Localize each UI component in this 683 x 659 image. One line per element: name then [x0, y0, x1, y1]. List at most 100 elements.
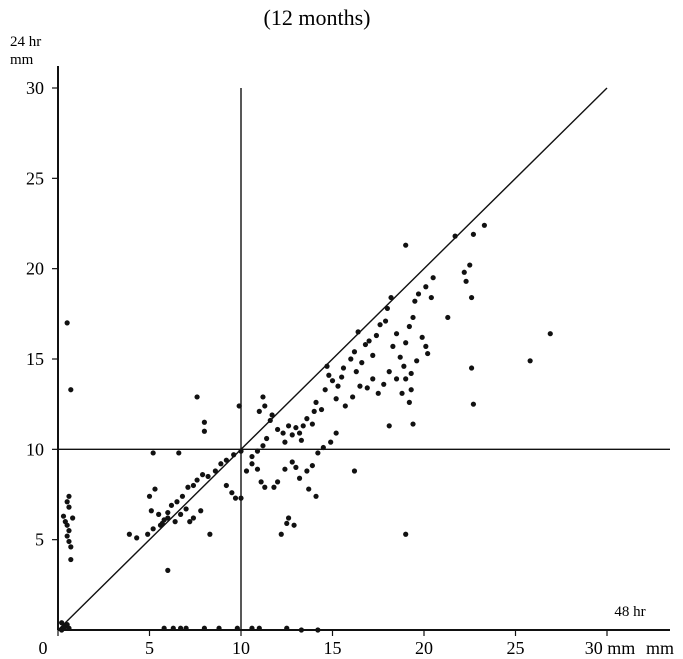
data-point [410, 421, 416, 427]
data-point [401, 363, 407, 369]
data-point [403, 531, 409, 537]
data-point [190, 515, 197, 521]
data-point [289, 432, 295, 438]
data-point [66, 538, 72, 545]
data-point [293, 425, 299, 431]
data-point [373, 332, 380, 339]
data-point [386, 369, 392, 375]
data-point [291, 522, 297, 528]
y-tick-label: 5 [35, 530, 44, 550]
data-point [229, 490, 235, 496]
data-point [262, 484, 268, 490]
axis-ticks: 0 5 10 15 20 25 30 mm 5 10 15 20 25 30 mm [26, 78, 674, 658]
data-point [415, 291, 422, 297]
x-tick-label: 0 [39, 638, 48, 658]
data-point [406, 399, 412, 405]
chart-title: (12 months) [264, 5, 371, 30]
data-point [300, 423, 306, 429]
data-point [256, 408, 262, 414]
data-point [68, 387, 74, 393]
data-point [298, 627, 304, 633]
reference-lines [57, 87, 670, 631]
y-tick-label: 30 [26, 78, 44, 98]
data-point [275, 479, 281, 485]
data-point [311, 408, 317, 414]
data-point [381, 381, 387, 387]
data-point [152, 486, 158, 492]
data-point [428, 294, 434, 301]
data-point [357, 383, 363, 389]
data-point [205, 473, 211, 480]
data-point [328, 439, 334, 445]
data-point [388, 294, 394, 301]
data-point [174, 499, 180, 505]
data-point [194, 394, 200, 400]
data-point [64, 522, 70, 528]
data-point [296, 430, 303, 436]
x-tick-label: 15 [324, 638, 342, 658]
data-point [333, 430, 339, 436]
data-point [430, 275, 436, 281]
data-point [304, 468, 310, 474]
data-point [284, 625, 290, 631]
data-point [351, 468, 358, 474]
data-point [355, 329, 361, 335]
data-point [293, 464, 299, 470]
data-point [375, 390, 381, 396]
data-point [150, 450, 156, 456]
data-point [179, 493, 186, 499]
y-axis-unit: mm [10, 52, 34, 68]
data-point [249, 453, 255, 460]
data-point [329, 378, 336, 384]
data-point [176, 450, 182, 456]
data-point [285, 423, 292, 429]
data-point [351, 349, 358, 355]
y-tick-label: 10 [26, 439, 44, 459]
data-point [377, 322, 383, 328]
data-point [185, 484, 191, 490]
data-point [408, 387, 414, 393]
data-point [304, 416, 310, 422]
data-point [165, 567, 171, 573]
data-point [414, 358, 420, 364]
data-point [218, 461, 224, 467]
data-point [315, 450, 321, 456]
data-point [463, 278, 469, 284]
data-point [198, 508, 204, 514]
data-point [260, 394, 266, 400]
y-tick-label: 15 [26, 349, 44, 369]
data-point [289, 459, 295, 465]
data-point [150, 526, 156, 532]
data-point [60, 513, 67, 519]
data-point [165, 515, 171, 521]
data-point [382, 318, 389, 324]
data-point [201, 428, 207, 434]
data-point [68, 544, 74, 550]
data-point [340, 365, 347, 371]
data-point [238, 495, 244, 501]
data-point [249, 461, 255, 467]
x-tick-label: 25 [507, 638, 525, 658]
data-point [187, 519, 193, 525]
data-point [194, 477, 200, 483]
data-point [64, 320, 70, 326]
data-point [285, 515, 292, 521]
data-point [342, 403, 348, 409]
y-tick-label: 25 [26, 168, 44, 188]
data-point [403, 340, 409, 346]
data-point [145, 531, 151, 537]
data-point [280, 430, 286, 436]
data-point [335, 383, 341, 389]
data-point [199, 472, 206, 478]
data-point [282, 439, 288, 445]
data-point [148, 508, 154, 514]
data-point [403, 242, 409, 248]
data-point [370, 352, 376, 358]
data-point [353, 369, 359, 375]
data-point [126, 531, 132, 537]
data-point [393, 376, 400, 382]
data-point [313, 399, 319, 405]
x-axis-unit: mm [646, 638, 674, 658]
data-point [258, 479, 264, 485]
